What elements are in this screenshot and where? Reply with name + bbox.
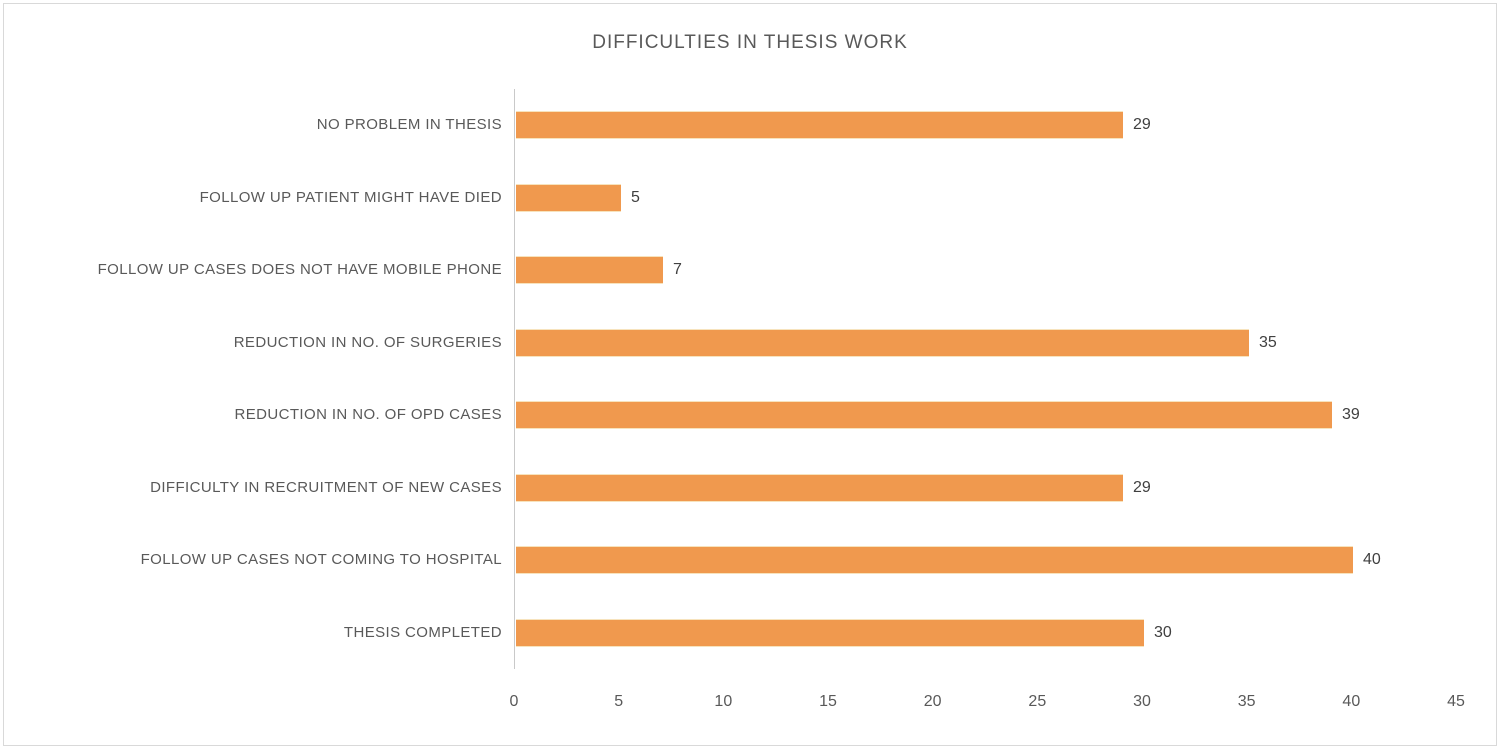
bar: [516, 183, 621, 212]
x-axis-tick-label: 30: [1133, 693, 1151, 710]
bar: [516, 401, 1332, 430]
x-axis-tick-label: 20: [923, 693, 942, 710]
category-label: FOLLOW UP CASES DOES NOT HAVE MOBILE PHO…: [97, 261, 502, 279]
y-axis-line: [514, 89, 515, 669]
bar: [516, 256, 663, 285]
bar-value-label: 7: [673, 261, 682, 279]
bar-value-label: 39: [1342, 406, 1360, 424]
category-label: REDUCTION IN NO. OF SURGERIES: [233, 333, 502, 351]
bar-value-label: 29: [1133, 478, 1151, 496]
bar-value-label: 40: [1363, 551, 1381, 569]
x-axis-tick-label: 0: [509, 693, 519, 710]
bar-value-label: 5: [631, 188, 640, 206]
bar-chart-difficulties-in-thesis-work: DIFFICULTIES IN THESIS WORK NO PROBLEM I…: [3, 3, 1497, 746]
x-axis-tick-label: 40: [1342, 693, 1361, 710]
bar-value-label: 30: [1154, 623, 1172, 641]
category-label: REDUCTION IN NO. OF OPD CASES: [234, 406, 502, 424]
bar-value-label: 29: [1133, 116, 1151, 134]
x-axis-tick-label: 25: [1028, 693, 1047, 710]
bar: [516, 546, 1353, 575]
x-axis-tick-label: 5: [614, 693, 624, 710]
category-label: FOLLOW UP CASES NOT COMING TO HOSPITAL: [140, 551, 502, 569]
x-axis-tick-label: 10: [714, 693, 733, 710]
x-axis-tick-label: 15: [819, 693, 837, 710]
bar: [516, 111, 1123, 140]
category-label: NO PROBLEM IN THESIS: [316, 116, 502, 134]
category-label: DIFFICULTY IN RECRUITMENT OF NEW CASES: [150, 478, 502, 496]
bar: [516, 618, 1144, 647]
bar: [516, 473, 1123, 502]
bar: [516, 328, 1249, 357]
chart-title: DIFFICULTIES IN THESIS WORK: [592, 32, 908, 53]
category-label: FOLLOW UP PATIENT MIGHT HAVE DIED: [199, 188, 502, 206]
bar-value-label: 35: [1259, 333, 1277, 351]
x-axis-tick-label: 35: [1237, 693, 1256, 710]
category-label: THESIS COMPLETED: [343, 623, 502, 641]
x-axis-tick-label: 45: [1447, 693, 1465, 710]
